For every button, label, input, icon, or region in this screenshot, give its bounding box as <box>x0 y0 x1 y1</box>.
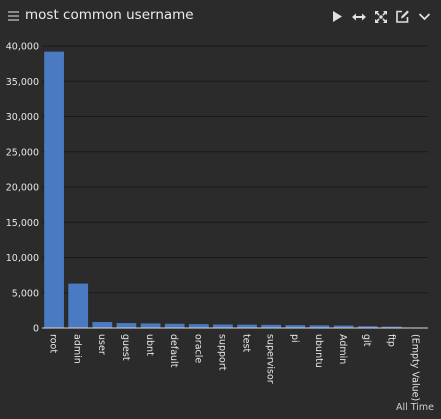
bar-user <box>92 322 113 328</box>
x-tick-label: (Empty Value) <box>409 334 420 401</box>
x-tick-label: supervisor <box>265 334 276 384</box>
y-tick-label: 25,000 <box>6 147 39 158</box>
x-tick-label: ubuntu <box>313 334 324 368</box>
panel-title: most common username <box>25 7 194 23</box>
x-tick-label: root <box>48 334 59 353</box>
y-tick-label: 30,000 <box>6 112 39 123</box>
x-tick-label: git <box>361 334 372 347</box>
x-tick-label: admin <box>72 334 83 364</box>
y-tick-label: 5,000 <box>12 288 39 299</box>
y-tick-label: 20,000 <box>6 183 39 194</box>
y-tick-label: 15,000 <box>6 218 39 229</box>
bar-root <box>44 51 64 328</box>
bar-supervisor <box>261 324 282 328</box>
chevron-down-icon[interactable] <box>416 8 433 25</box>
bar-default <box>164 323 185 328</box>
bar-admin <box>68 283 89 328</box>
edit-icon[interactable] <box>394 8 411 25</box>
bar-ubuntu <box>309 325 330 328</box>
y-tick-label: 0 <box>33 324 39 335</box>
x-tick-label: guest <box>120 334 131 361</box>
bar-oracle <box>188 324 209 328</box>
menu-icon[interactable] <box>8 11 19 21</box>
bar-admin <box>333 325 354 328</box>
y-tick-label: 40,000 <box>6 42 39 53</box>
bar-git <box>357 326 378 328</box>
y-tick-label: 35,000 <box>6 77 39 88</box>
panel-header: most common username <box>0 0 441 32</box>
time-range-label: All Time <box>395 402 434 413</box>
play-icon[interactable] <box>328 8 345 25</box>
x-tick-label: ftp <box>385 334 396 347</box>
bar-ftp <box>381 326 402 328</box>
x-tick-label: default <box>168 334 179 368</box>
panel-toolbar <box>328 8 433 25</box>
y-tick-label: 10,000 <box>6 253 39 264</box>
expand-icon[interactable] <box>372 8 389 25</box>
x-tick-label: Admin <box>337 334 348 364</box>
bar-support <box>213 324 233 328</box>
x-tick-label: support <box>216 334 227 371</box>
x-tick-label: pi <box>289 334 300 343</box>
x-tick-label: test <box>241 334 252 353</box>
bar-guest <box>116 323 137 328</box>
x-tick-label: user <box>96 334 107 355</box>
bar-test <box>237 324 257 328</box>
horizontal-arrows-icon[interactable] <box>350 8 367 25</box>
bar-pi <box>285 325 306 328</box>
x-tick-label: ubnt <box>144 334 155 356</box>
x-tick-label: oracle <box>192 334 203 363</box>
bar-ubnt <box>140 323 161 328</box>
